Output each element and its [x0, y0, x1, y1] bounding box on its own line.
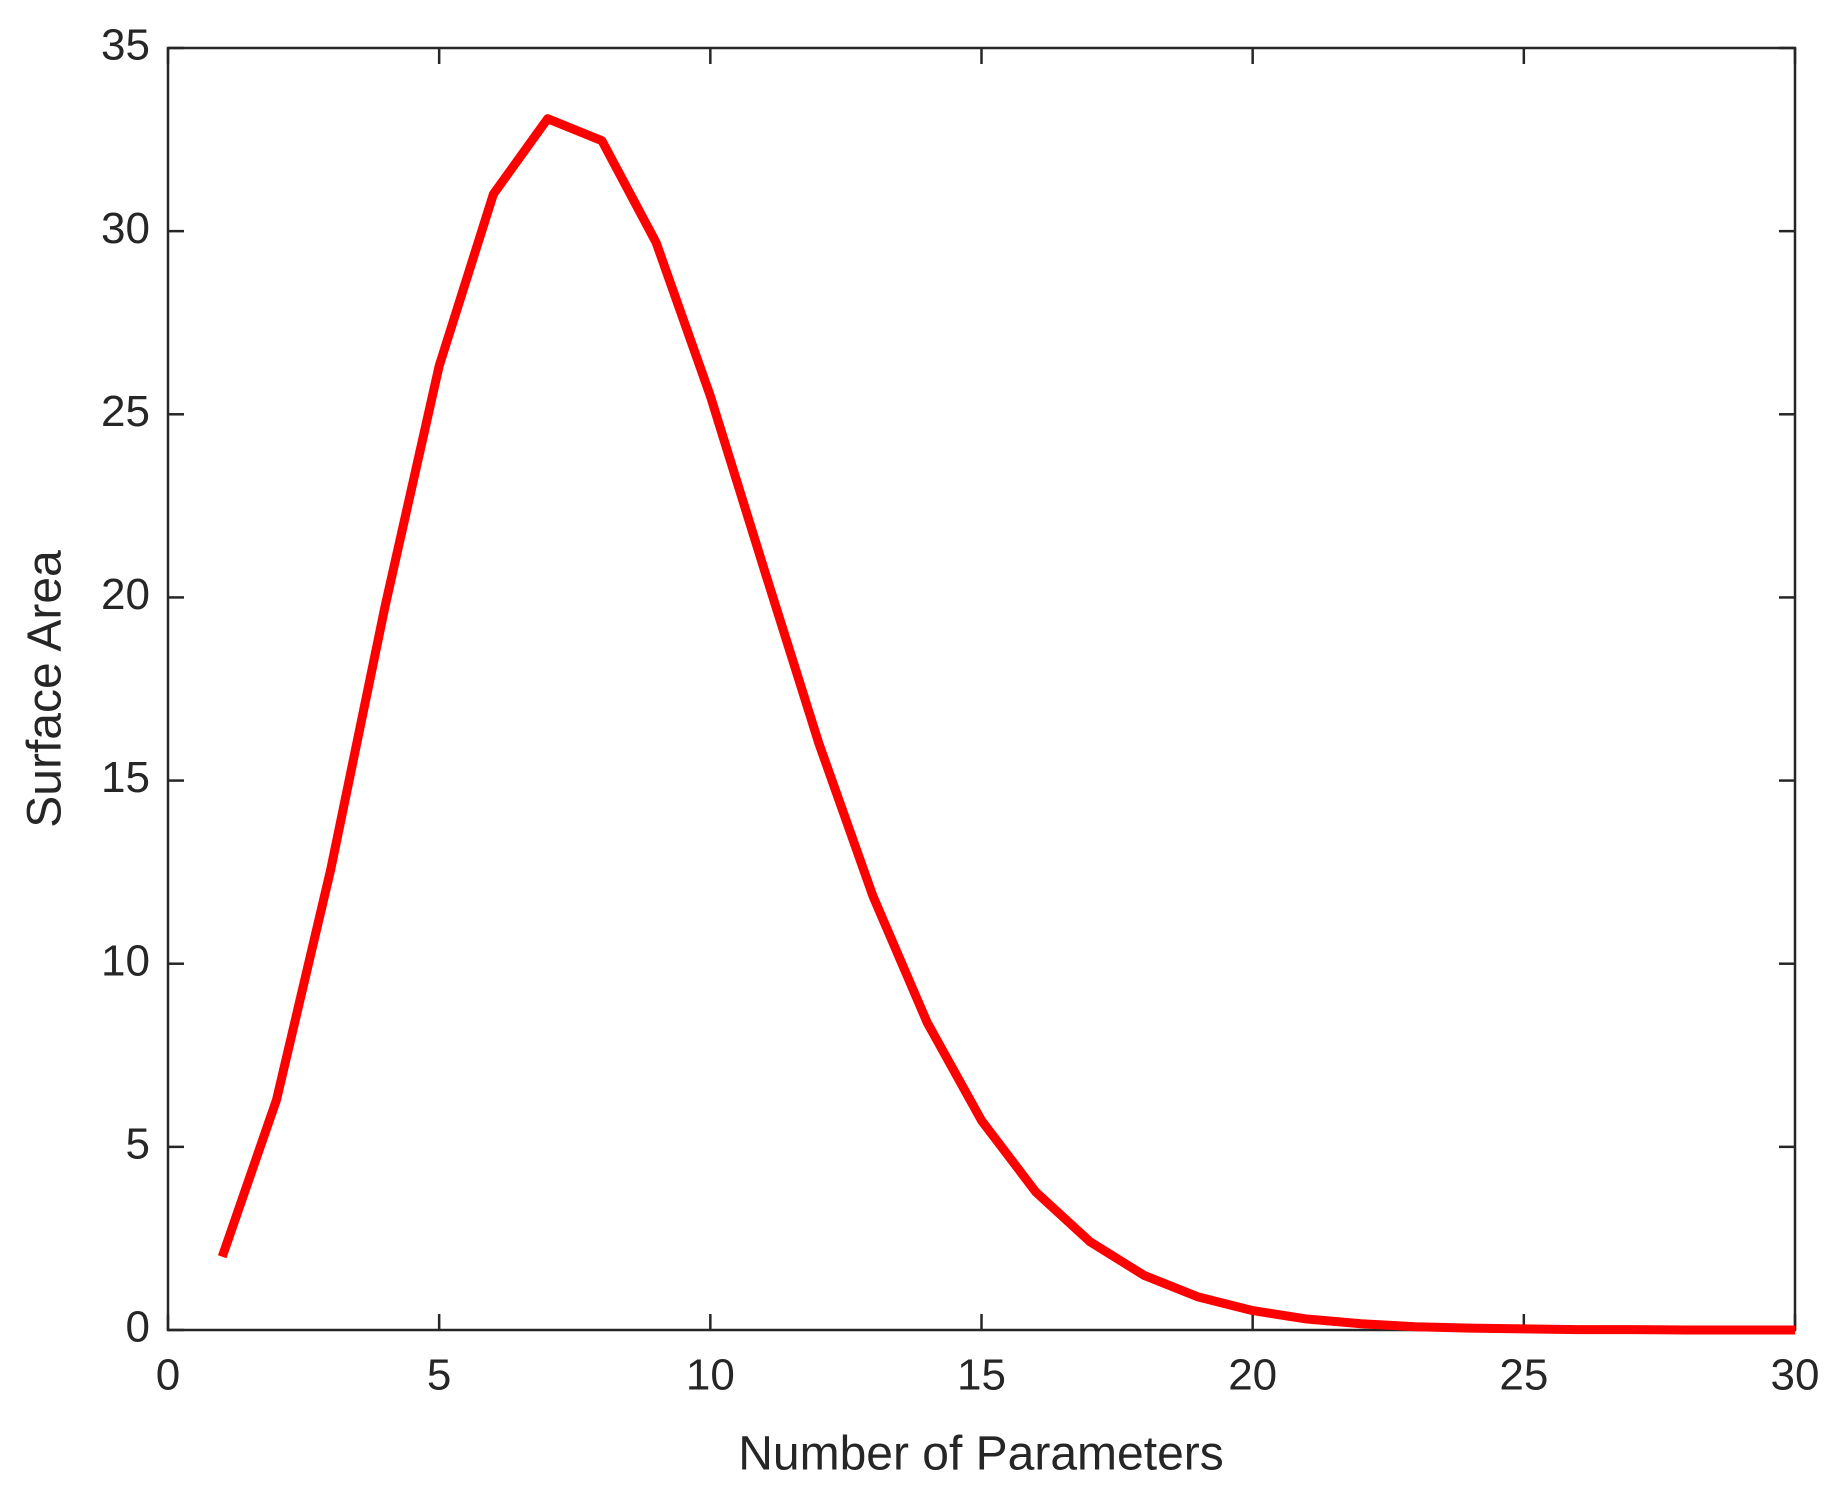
x-tick-label: 5 [427, 1351, 451, 1400]
y-tick-label: 0 [126, 1303, 150, 1352]
x-tick-label: 15 [957, 1351, 1006, 1400]
x-axis-label: Number of Parameters [738, 1428, 1224, 1481]
data-line [217, 114, 1795, 1335]
y-tick-label: 5 [126, 1119, 150, 1168]
x-tick-label: 0 [156, 1351, 180, 1400]
y-tick-label: 35 [101, 21, 150, 70]
y-tick-label: 30 [101, 204, 150, 253]
y-tick-label: 10 [101, 936, 150, 985]
x-tick-label: 10 [686, 1351, 735, 1400]
x-tick-label: 25 [1499, 1351, 1548, 1400]
axes-box [166, 46, 1797, 1332]
y-tick-label: 15 [101, 753, 150, 802]
y-tick-label: 25 [101, 387, 150, 436]
y-tick-label: 20 [101, 570, 150, 619]
y-axis-label: Surface Area [19, 550, 72, 828]
x-tick-label: 30 [1771, 1351, 1820, 1400]
x-tick-label: 20 [1228, 1351, 1277, 1400]
